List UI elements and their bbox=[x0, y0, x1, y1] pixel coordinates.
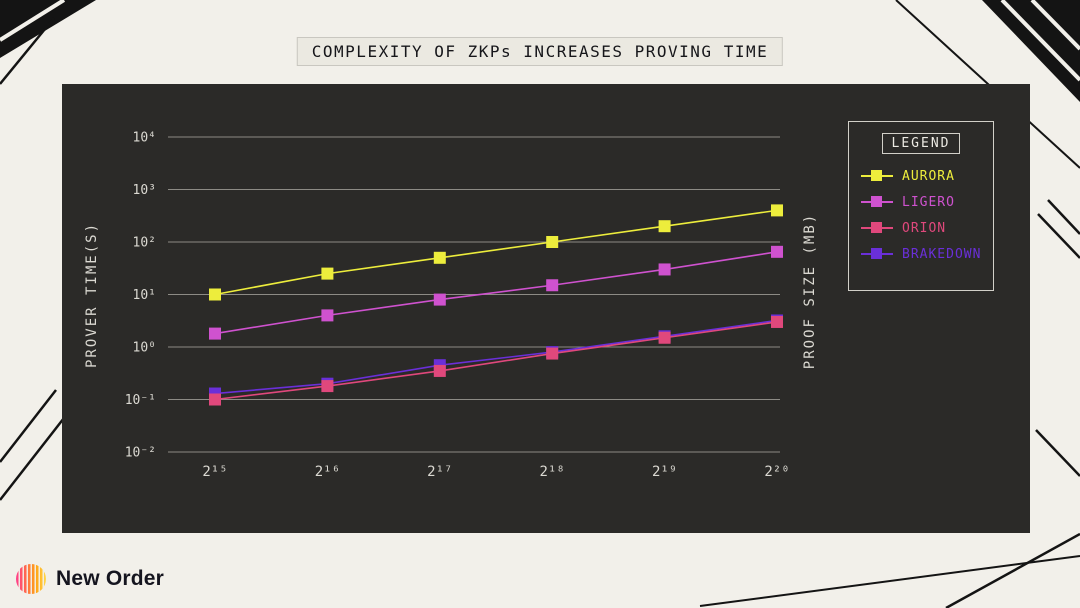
legend-marker bbox=[861, 196, 893, 207]
new-order-logo-icon bbox=[16, 564, 46, 594]
legend-label: BRAKEDOWN bbox=[902, 246, 982, 262]
legend-item: ORION bbox=[861, 218, 981, 238]
svg-text:PROOF SIZE (MB): PROOF SIZE (MB) bbox=[802, 213, 818, 369]
legend-entries: AURORA LIGERO ORION BRAKEDOWN bbox=[861, 160, 981, 264]
svg-text:2¹⁹: 2¹⁹ bbox=[652, 464, 677, 480]
svg-text:10⁻¹: 10⁻¹ bbox=[125, 393, 156, 408]
svg-text:10³: 10³ bbox=[133, 183, 156, 198]
svg-text:2¹⁷: 2¹⁷ bbox=[427, 464, 452, 480]
svg-text:10⁻²: 10⁻² bbox=[125, 446, 156, 461]
legend-marker bbox=[861, 170, 893, 181]
legend-marker bbox=[861, 248, 893, 259]
svg-text:10¹: 10¹ bbox=[133, 288, 156, 303]
legend-label: ORION bbox=[902, 220, 947, 236]
svg-text:2¹⁸: 2¹⁸ bbox=[540, 464, 565, 480]
svg-text:2¹⁵: 2¹⁵ bbox=[202, 464, 227, 480]
legend-item: BRAKEDOWN bbox=[861, 244, 981, 264]
svg-text:2²⁰: 2²⁰ bbox=[764, 464, 789, 480]
svg-text:10⁴: 10⁴ bbox=[133, 131, 156, 146]
chart-title: COMPLEXITY OF ZKPs INCREASES PROVING TIM… bbox=[296, 37, 784, 66]
chart-panel: 10⁴ 10³ 10² 10¹ 10⁰ 10⁻¹ 10⁻² 2¹⁵ 2¹⁶ 2¹⁷ 2¹⁸ 2¹⁹ 2²… bbox=[62, 84, 1030, 533]
svg-text:10²: 10² bbox=[133, 236, 156, 251]
svg-text:PROVER TIME(S): PROVER TIME(S) bbox=[84, 222, 100, 368]
plot-svg: 10⁴ 10³ 10² 10¹ 10⁰ 10⁻¹ 10⁻² 2¹⁵ 2¹⁶ 2¹⁷ 2¹⁸ 2¹⁹ 2²… bbox=[84, 131, 818, 481]
svg-text:2¹⁶: 2¹⁶ bbox=[315, 464, 340, 480]
legend-item: LIGERO bbox=[861, 192, 981, 212]
legend-marker bbox=[861, 222, 893, 233]
legend-item: AURORA bbox=[861, 166, 981, 186]
brand-logo: New Order bbox=[16, 564, 164, 594]
legend-title: LEGEND bbox=[881, 133, 961, 154]
legend: LEGEND AURORA LIGERO ORION BRAKEDOWN bbox=[848, 121, 994, 291]
legend-label: AURORA bbox=[902, 168, 955, 184]
logo-text: New Order bbox=[56, 567, 164, 590]
svg-text:10⁰: 10⁰ bbox=[133, 341, 156, 356]
legend-label: LIGERO bbox=[902, 194, 955, 210]
